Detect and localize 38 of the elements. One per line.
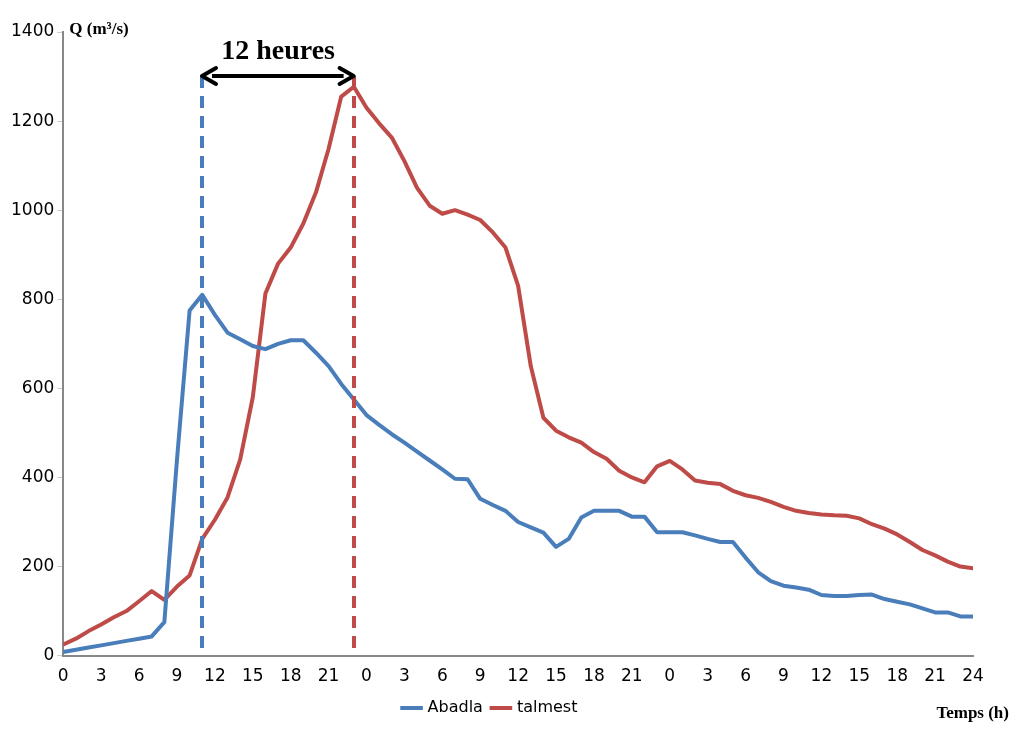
legend-label: talmest bbox=[516, 697, 578, 717]
x-tick-label: 9 bbox=[171, 665, 183, 686]
x-axis-title: Temps (h) bbox=[936, 702, 1009, 722]
x-tick-label: 0 bbox=[57, 665, 69, 686]
y-tick-label: 1000 bbox=[11, 198, 55, 219]
y-tick-label: 400 bbox=[21, 465, 55, 486]
legend-label: Abadla bbox=[427, 697, 483, 717]
x-tick-label: 18 bbox=[279, 665, 302, 686]
x-tick-label: 9 bbox=[778, 665, 789, 686]
x-tick-label: 12 bbox=[204, 665, 226, 686]
x-tick-label: 18 bbox=[886, 665, 909, 686]
y-tick-label: 800 bbox=[21, 287, 55, 308]
y-tick-label: 200 bbox=[21, 554, 55, 575]
x-tick-label: 24 bbox=[962, 665, 984, 686]
x-tick-label: 0 bbox=[664, 665, 676, 686]
x-tick-label: 12 bbox=[810, 665, 833, 686]
y-tick-label: 1200 bbox=[11, 109, 55, 130]
x-tick-label: 6 bbox=[133, 665, 145, 686]
x-tick-label: 21 bbox=[621, 665, 643, 686]
x-tick-label: 15 bbox=[545, 665, 567, 686]
x-tick-label: 0 bbox=[361, 665, 372, 686]
x-tick-label: 3 bbox=[399, 665, 410, 686]
x-tick-label: 12 bbox=[507, 665, 529, 686]
x-tick-label: 21 bbox=[924, 665, 946, 686]
annotation: 12 heures bbox=[221, 34, 336, 66]
x-tick-label: 3 bbox=[702, 665, 714, 686]
x-tick-label: 6 bbox=[436, 665, 448, 686]
x-tick-label: 15 bbox=[848, 665, 871, 686]
y-tick-label: 0 bbox=[43, 644, 55, 665]
y-tick-label: 600 bbox=[21, 376, 55, 397]
x-tick-label: 6 bbox=[740, 665, 751, 686]
x-tick-label: 9 bbox=[474, 665, 486, 686]
x-tick-label: 18 bbox=[583, 665, 605, 686]
x-tick-label: 15 bbox=[241, 665, 264, 686]
x-tick-label: 21 bbox=[317, 665, 340, 686]
y-tick-label: 1400 bbox=[11, 20, 55, 41]
y-axis-title: Q (m³/s) bbox=[69, 19, 129, 39]
x-tick-label: 3 bbox=[95, 665, 107, 686]
